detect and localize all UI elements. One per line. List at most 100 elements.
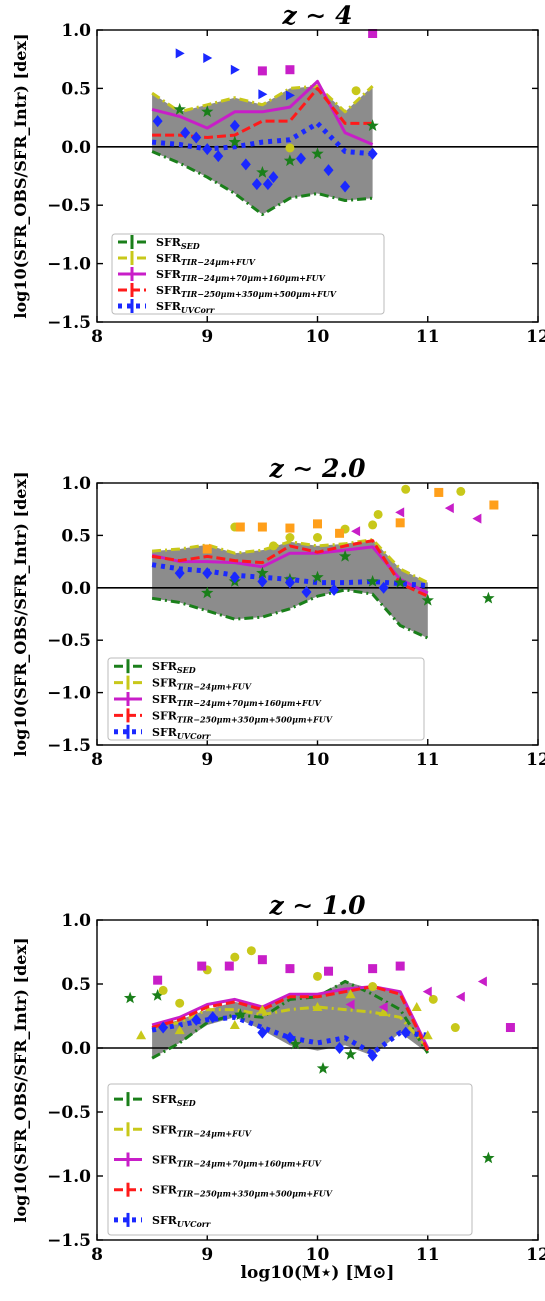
legend-label-tir500: SFRTIR−250μm+350μm+500μm+FUV [156, 284, 337, 299]
legend-box [107, 657, 425, 741]
scatter-point-uv [175, 48, 185, 59]
y-tick-label: −1.0 [47, 255, 91, 275]
scatter-point-sed [394, 576, 407, 588]
scatter-point-uv [229, 119, 240, 132]
scatter-point-tir24 [450, 1023, 460, 1033]
y-tick-label: 0.5 [61, 526, 91, 546]
scatter-point-uv [340, 180, 351, 193]
scatter-point-orange [257, 522, 267, 532]
panel-title: z ∼ 2.0 [268, 454, 366, 483]
uncertainty-band [152, 86, 373, 215]
scatter-point-tir24 [313, 532, 322, 542]
uncertainty-band [152, 539, 428, 639]
scatter-point-tir160 [153, 975, 163, 985]
scatter-point-sed [289, 1037, 302, 1050]
panel-title: z ∼ 4 [282, 1, 353, 30]
scatter-point-uv [323, 164, 334, 177]
scatter-point-uv [229, 571, 240, 584]
scatter-point-tir24 [136, 1030, 147, 1040]
scatter-point-uv [251, 178, 262, 191]
y-tick-label: −1.5 [47, 313, 91, 333]
y-tick-label: 0.0 [61, 138, 91, 158]
scatter-point-uv [258, 89, 268, 100]
scatter-point-tir160 [505, 1023, 515, 1033]
y-axis-label: log10(SFR_OBS/SFR_Intr) [dex] [11, 33, 30, 318]
x-tick-label: 8 [91, 750, 103, 770]
scatter-point-tir24 [378, 1007, 389, 1017]
x-axis-label: log10(M⋆) [M⊙] [241, 1263, 395, 1283]
scatter-point-tir24 [158, 985, 168, 995]
legend-box [107, 1083, 473, 1236]
scatter-point-tir160 [368, 29, 378, 39]
scatter-point-orange [335, 528, 345, 538]
x-tick-label: 8 [91, 327, 103, 347]
scatter-point-orange [202, 544, 212, 554]
scatter-point-sed [338, 549, 352, 562]
scatter-point-tir24 [285, 532, 295, 542]
scatter-point-tir160 [395, 961, 405, 971]
legend-label-tir500: SFRTIR−250μm+350μm+500μm+FUV [152, 1184, 333, 1199]
legend-label-sed: SFRSED [152, 1093, 196, 1108]
scatter-point-tir160 [285, 964, 295, 974]
x-tick-label: 12 [526, 1245, 545, 1265]
scatter-point-tir160 [224, 961, 234, 971]
scatter-point-tir160 [422, 986, 432, 997]
scatter-point-tir24 [373, 509, 383, 519]
series-line-sed [151, 150, 373, 216]
scatter-point-uv [367, 147, 378, 160]
y-tick-label: 1.0 [61, 911, 91, 931]
scatter-point-uv [329, 583, 340, 596]
scatter-point-tir160 [345, 999, 355, 1010]
y-tick-label: −1.5 [47, 736, 91, 756]
scatter-point-tir24 [285, 143, 295, 153]
scatter-point-orange [313, 519, 322, 529]
scatter-point-uv [152, 115, 163, 128]
scatter-point-tir24 [345, 989, 356, 999]
x-tick-label: 8 [91, 1245, 103, 1265]
scatter-point-orange [395, 518, 405, 528]
scatter-point-tir24 [422, 1030, 433, 1040]
scatter-point-tir24 [257, 1004, 268, 1014]
chart-panel-2: 8 9 10 11 12 −1.5 −1.0 −0.5 0.0 0.5 1.0 z ∼ 2.0 log1… [11, 454, 545, 770]
legend-label-uv: SFRUVCorr [156, 300, 215, 315]
chart-panel-3: 8 9 10 11 12 −1.5 −1.0 −0.5 0.0 0.5 1.0 z ∼ 1.0 log1… [11, 891, 545, 1283]
scatter-point-sed [344, 1047, 357, 1060]
legend-label-tir160: SFRTIR−24μm+70μm+160μm+FUV [152, 1154, 322, 1169]
legend: SFRSEDSFRTIR−24μm+FUVSFRTIR−24μm+70μm+16… [111, 233, 385, 315]
scatter-point-tir160 [368, 964, 378, 974]
chart-panel-1: 8 9 10 11 12 −1.5 −1.0 −0.5 0.0 0.5 1.0 z ∼ 4 log10(… [11, 1, 545, 347]
series-line-tir24 [151, 84, 374, 114]
x-tick-label: 11 [416, 750, 440, 770]
scatter-point-tir24 [313, 971, 322, 981]
scatter-point-uv [207, 1011, 218, 1024]
y-tick-label: 0.5 [61, 79, 91, 99]
scatter-point-sed [256, 566, 269, 579]
scatter-point-uv [257, 575, 268, 588]
series-line-tir500 [151, 539, 429, 598]
scatter-point-tir24 [411, 1002, 422, 1012]
scatter-point-uv [268, 171, 279, 184]
scatter-point-uv [285, 90, 295, 101]
scatter-point-tir24 [368, 520, 378, 530]
scatter-point-sed [234, 1008, 247, 1020]
scatter-point-orange [489, 500, 499, 510]
scatter-point-tir24 [229, 1019, 240, 1029]
scatter-point-sed [311, 570, 324, 583]
legend-label-tir24: SFRTIR−24μm+FUV [156, 252, 256, 267]
scatter-point-sed [201, 586, 214, 599]
scatter-point-sed [482, 1151, 495, 1164]
scatter-point-tir160 [197, 961, 207, 971]
scatter-point-tir160 [285, 65, 295, 75]
scatter-point-tir160 [395, 507, 405, 518]
y-tick-label: 1.0 [61, 21, 91, 41]
scatter-point-tir160 [324, 966, 334, 976]
scatter-point-tir24 [368, 982, 378, 992]
scatter-point-tir24 [312, 1002, 323, 1012]
series-line-tir500 [152, 86, 373, 139]
legend-label-tir24: SFRTIR−24μm+FUV [152, 1123, 252, 1138]
scatter-point-tir160 [378, 1002, 388, 1013]
series-line-sed [151, 588, 429, 640]
scatter-point-uv [240, 158, 251, 171]
scatter-point-sed [256, 166, 269, 178]
